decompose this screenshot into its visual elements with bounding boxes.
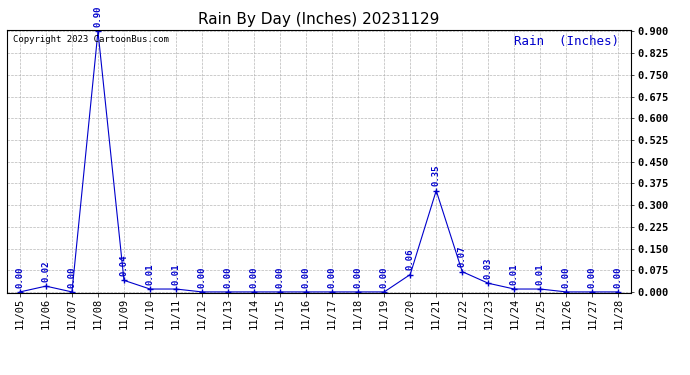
Text: 0.00: 0.00 — [275, 266, 284, 288]
Text: 0.00: 0.00 — [68, 266, 77, 288]
Text: 0.00: 0.00 — [562, 266, 571, 288]
Text: 0.03: 0.03 — [484, 258, 493, 279]
Text: Rain  (Inches): Rain (Inches) — [514, 35, 619, 48]
Text: 0.00: 0.00 — [328, 266, 337, 288]
Text: 0.00: 0.00 — [224, 266, 233, 288]
Text: 0.90: 0.90 — [93, 6, 103, 27]
Text: 0.04: 0.04 — [119, 255, 128, 276]
Text: 0.00: 0.00 — [15, 266, 24, 288]
Text: 0.01: 0.01 — [172, 263, 181, 285]
Text: 0.00: 0.00 — [354, 266, 363, 288]
Text: 0.01: 0.01 — [535, 263, 545, 285]
Text: 0.01: 0.01 — [510, 263, 519, 285]
Text: 0.00: 0.00 — [380, 266, 388, 288]
Text: Copyright 2023 CartoonBus.com: Copyright 2023 CartoonBus.com — [13, 35, 169, 44]
Text: 0.02: 0.02 — [41, 261, 50, 282]
Text: 0.35: 0.35 — [432, 165, 441, 186]
Text: 0.00: 0.00 — [302, 266, 310, 288]
Text: 0.00: 0.00 — [614, 266, 623, 288]
Text: 0.00: 0.00 — [250, 266, 259, 288]
Text: 0.07: 0.07 — [457, 246, 466, 267]
Text: 0.00: 0.00 — [197, 266, 206, 288]
Text: 0.00: 0.00 — [588, 266, 597, 288]
Text: 0.06: 0.06 — [406, 249, 415, 270]
Title: Rain By Day (Inches) 20231129: Rain By Day (Inches) 20231129 — [199, 12, 440, 27]
Text: 0.01: 0.01 — [146, 263, 155, 285]
